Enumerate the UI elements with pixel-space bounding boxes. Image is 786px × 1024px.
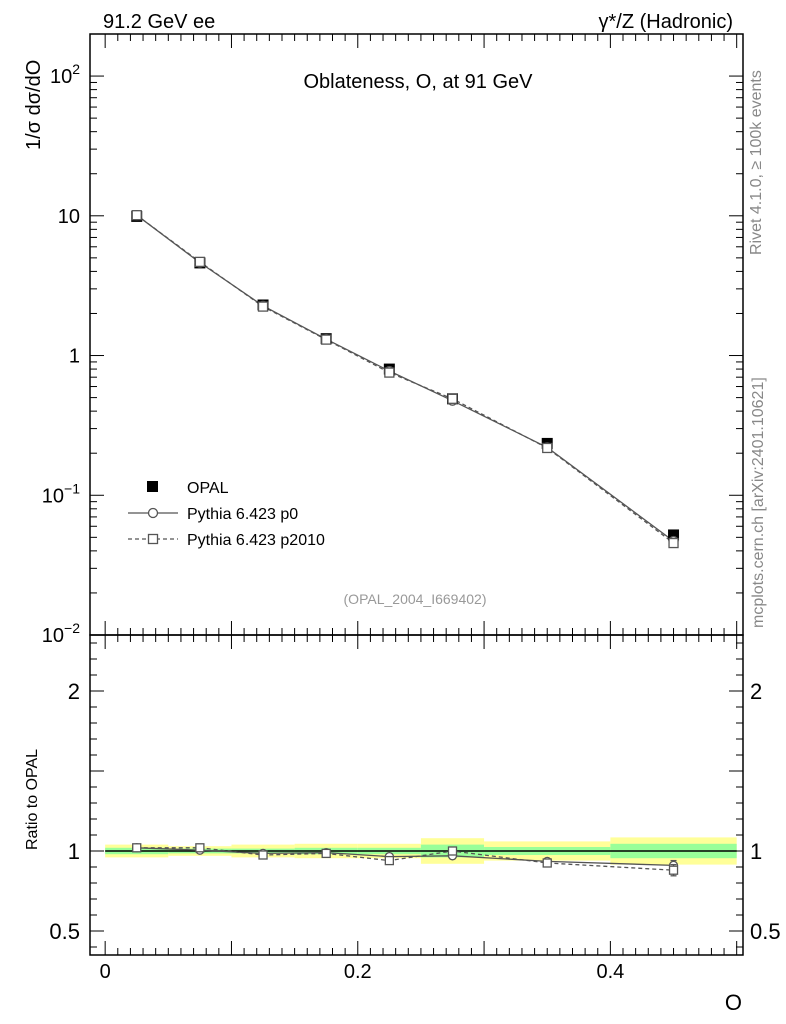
ratio-y-tick-label-left: 1	[68, 839, 80, 864]
data-point-p2010	[257, 301, 269, 312]
x-tick-label: 0.4	[596, 961, 624, 983]
ratio-line-p2010	[136, 847, 674, 871]
header-left: 91.2 GeV ee	[103, 11, 215, 33]
legend-label-opal: OPAL	[187, 480, 229, 497]
data-point-p2010	[194, 256, 206, 268]
data-point-p2010	[384, 367, 395, 378]
ratio-y-tick-label-right: 0.5	[750, 919, 781, 944]
main-y-tick-label: 10−2	[42, 620, 80, 647]
ratio-point-p2010	[321, 848, 331, 859]
x-tick-label: 0.2	[344, 961, 372, 983]
ratio-axis-ticks	[90, 635, 743, 955]
legend-marker-opal	[147, 481, 158, 492]
legend-marker-p0	[147, 507, 159, 519]
data-point-p2010	[447, 393, 458, 404]
x-tick-label: 0	[100, 961, 111, 983]
legend-label-p2010: Pythia 6.423 p2010	[187, 532, 325, 549]
ratio-line-p0	[136, 847, 674, 867]
ratio-frame	[89, 634, 744, 956]
ratio-point-p2010	[542, 858, 552, 868]
ratio-point-p2010	[132, 843, 142, 853]
ratio-y-tick-label-right: 2	[750, 679, 762, 704]
legend: OPAL Pythia 6.423 p0 Pythia 6.423 p2010	[128, 480, 325, 549]
ratio-y-tick-label-left: 0.5	[49, 919, 80, 944]
ratio-point-p2010	[447, 846, 458, 856]
data-point-p2010	[131, 210, 142, 221]
ratio-point-p2010	[384, 855, 394, 866]
mcplots-label: mcplots.cern.ch [arXiv:2401.10621]	[750, 377, 767, 628]
main-y-tick-labels: 102 10 1 10−1 10−2	[42, 61, 80, 647]
data-point-opal	[668, 529, 680, 541]
main-y-tick-label: 10	[58, 206, 80, 228]
ratio-plot-area	[105, 837, 737, 877]
ratio-point-p2010	[258, 850, 268, 860]
main-y-tick-label: 102	[50, 61, 80, 88]
legend-marker-p2010	[147, 533, 159, 545]
main-plot-area	[131, 210, 680, 549]
ratio-point-p2010	[195, 843, 205, 853]
x-axis-label: O	[725, 990, 742, 1015]
data-point-p2010	[321, 334, 332, 345]
ratio-point-p2010	[668, 865, 679, 875]
ratio-tick-labels: 0.5 0.5 1 1 2 2 0 0.2 0.4	[49, 679, 780, 983]
main-y-tick-label: 1	[69, 346, 80, 368]
ratio-ylabel: Ratio to OPAL	[24, 749, 41, 850]
data-point-p2010	[542, 442, 553, 454]
rivet-label: Rivet 4.1.0, ≥ 100k events	[748, 70, 765, 255]
header-right: γ*/Z (Hadronic)	[599, 11, 733, 33]
ratio-y-tick-label-left: 2	[68, 679, 80, 704]
main-panel: Oblateness, O, at 91 GeV 1/σ dσ/dO (OPAL…	[23, 33, 744, 647]
ratio-panel: 0.5 0.5 1 1 2 2 0 0.2 0.4 Ratio to OPAL O	[24, 634, 781, 1015]
data-point-p2010	[668, 537, 679, 549]
legend-label-p0: Pythia 6.423 p0	[187, 506, 298, 523]
main-title: Oblateness, O, at 91 GeV	[303, 71, 533, 93]
main-axis-ticks	[90, 33, 743, 636]
main-ylabel: 1/σ dσ/dO	[23, 60, 45, 150]
ratio-y-tick-label-right: 1	[750, 839, 762, 864]
main-y-tick-label: 10−1	[42, 480, 80, 507]
main-line-p2010	[136, 214, 674, 544]
analysis-watermark: (OPAL_2004_I669402)	[344, 591, 487, 607]
